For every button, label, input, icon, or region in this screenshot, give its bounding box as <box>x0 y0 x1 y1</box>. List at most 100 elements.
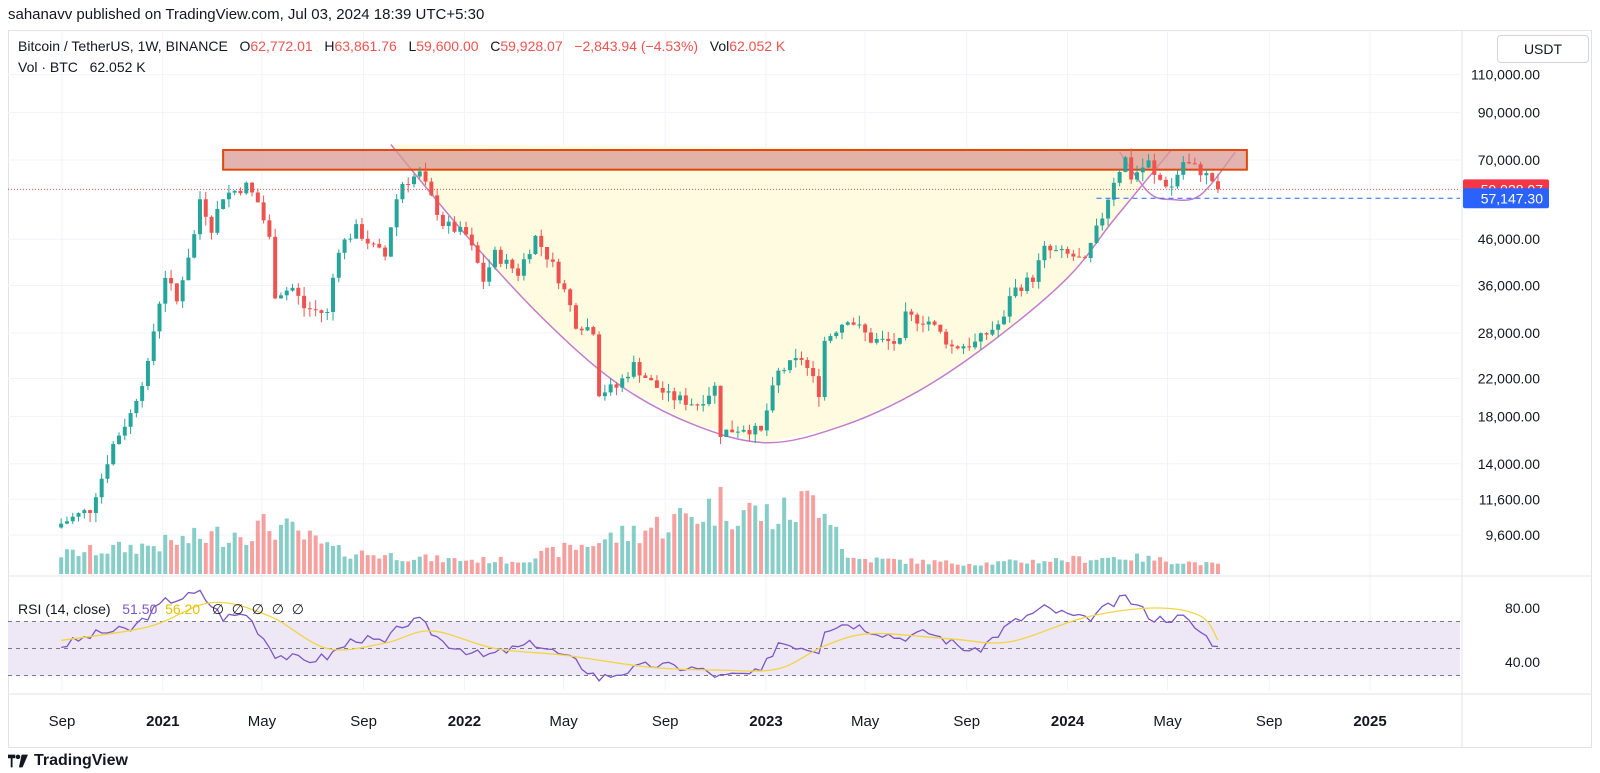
candle-body <box>1106 199 1111 219</box>
volume-bar <box>1169 564 1174 574</box>
volume-bar <box>932 560 937 574</box>
candle-body <box>1030 277 1035 282</box>
volume-bar <box>597 543 602 574</box>
volume-bar <box>516 562 521 574</box>
rsi-axis-label: 40.00 <box>1505 654 1540 670</box>
candle-body <box>203 199 208 217</box>
volume-bar <box>944 560 949 574</box>
handle-curve <box>1119 151 1236 202</box>
volume-bar <box>1146 555 1151 574</box>
candle-body <box>805 359 810 369</box>
time-axis-label: 2022 <box>448 713 481 730</box>
candle-body <box>151 331 156 361</box>
volume-bar <box>897 559 902 574</box>
volume-bar <box>1007 559 1012 574</box>
candle-body <box>296 287 301 296</box>
time-axis-label: 2021 <box>146 713 179 730</box>
volume-bar <box>400 561 405 574</box>
time-axis-label: May <box>549 713 578 730</box>
candle-body <box>539 235 544 247</box>
volume-bar <box>469 559 474 574</box>
candle-body <box>996 324 1001 330</box>
volume-bar <box>874 557 879 574</box>
volume-bar <box>955 564 960 574</box>
volume-bar <box>909 558 914 574</box>
volume-bar <box>82 552 87 574</box>
volume-series-label[interactable]: Vol · BTC <box>18 59 78 75</box>
candle-body <box>192 234 197 258</box>
candle-body <box>411 176 416 185</box>
volume-bar <box>209 531 214 574</box>
candle-body <box>492 249 497 268</box>
candle-body <box>215 208 220 233</box>
candle-body <box>811 368 816 377</box>
volume-bar <box>446 558 451 574</box>
volume-bar <box>117 541 122 574</box>
candle-body <box>764 410 769 431</box>
candle-body <box>267 220 272 237</box>
candle-body <box>828 336 833 341</box>
candle-body <box>510 259 515 269</box>
price-axis-label: 18,000.00 <box>1478 408 1540 424</box>
volume-bar <box>822 513 827 574</box>
low-value: 59,600.00 <box>416 38 479 54</box>
volume-bar <box>892 558 897 574</box>
candle-body <box>562 283 567 290</box>
volume-bar <box>197 538 202 574</box>
chart-container[interactable] <box>8 30 1592 748</box>
candle-body <box>683 395 688 405</box>
candle-body <box>394 199 399 228</box>
price-axis-label: 90,000.00 <box>1478 105 1540 121</box>
volume-bar <box>805 490 810 574</box>
tradingview-logo-icon <box>8 754 28 768</box>
rsi-ma-line <box>61 601 1219 672</box>
volume-bar <box>111 544 116 574</box>
volume-bar <box>244 544 249 574</box>
candle-body <box>672 391 677 401</box>
candle-body <box>105 464 110 479</box>
volume-bar <box>695 523 700 574</box>
candle-body <box>261 202 266 221</box>
rsi-value: 51.50 <box>122 601 158 617</box>
volume-bar <box>996 561 1001 574</box>
tradingview-footer[interactable]: TradingView <box>8 750 128 772</box>
volume-bar <box>660 538 665 574</box>
volume-bar <box>1106 557 1111 574</box>
time-axis-label: 2024 <box>1051 713 1085 730</box>
candle-body <box>614 384 619 388</box>
candle-body <box>649 377 654 381</box>
candle-body <box>284 290 289 296</box>
volume-bar <box>267 531 272 574</box>
currency-selector[interactable]: USDT <box>1497 35 1589 63</box>
candle-body <box>423 171 428 182</box>
rsi-line <box>61 589 1219 682</box>
candle-body <box>938 324 943 332</box>
candle-body <box>400 183 405 200</box>
rsi-label[interactable]: RSI (14, close) <box>18 601 111 617</box>
volume-bar <box>354 554 359 574</box>
volume-bar <box>59 557 64 574</box>
candle-body <box>620 378 625 388</box>
candle-body <box>718 385 723 437</box>
volume-bar <box>99 553 104 574</box>
candle-body <box>1187 162 1192 164</box>
candle-body <box>76 513 81 517</box>
symbol-label[interactable]: Bitcoin / TetherUS, 1W, BINANCE <box>18 38 228 54</box>
volume-bar <box>938 561 943 574</box>
candle-body <box>1123 157 1128 173</box>
candle-body <box>319 310 324 313</box>
volume-bar <box>712 525 717 574</box>
open-value: 62,772.01 <box>250 38 313 54</box>
vol-label: Vol <box>709 38 730 54</box>
volume-bar <box>377 558 382 574</box>
volume-bar <box>1019 562 1024 574</box>
candle-body <box>446 221 451 227</box>
rsi-placeholder: ∅ <box>291 601 304 617</box>
volume-bar <box>440 562 445 574</box>
candle-body <box>863 324 868 333</box>
volume-bar <box>1215 563 1220 574</box>
candle-body <box>840 324 845 333</box>
volume-bar <box>1192 562 1197 574</box>
volume-bar <box>88 544 93 574</box>
